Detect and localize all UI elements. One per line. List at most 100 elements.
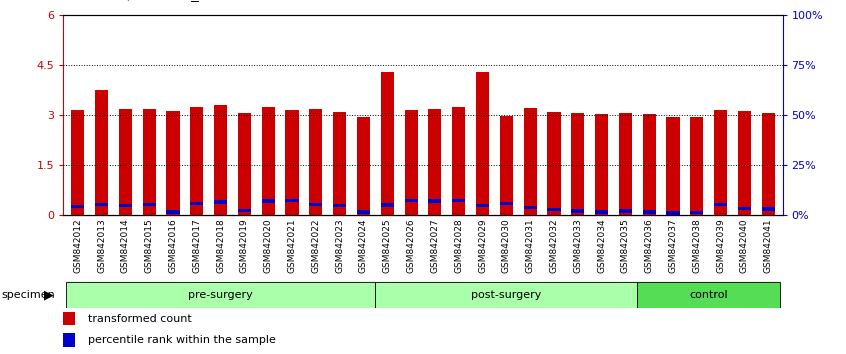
Bar [643,114,656,215]
Text: GSM842036: GSM842036 [645,218,654,273]
Bar [428,109,442,215]
Bar [285,110,299,215]
Bar [690,117,703,215]
Text: GSM842016: GSM842016 [168,218,178,273]
Bar [476,72,489,215]
Bar [404,199,418,202]
Bar [167,111,179,215]
Bar [95,90,108,215]
Bar [714,203,728,206]
Bar [452,199,465,202]
Text: GSM842017: GSM842017 [192,218,201,273]
Text: GSM842015: GSM842015 [145,218,154,273]
Bar [238,209,251,212]
Bar [690,211,703,214]
Bar [357,116,370,215]
Text: GSM842033: GSM842033 [574,218,582,273]
Text: pre-surgery: pre-surgery [188,290,253,300]
Bar [761,113,775,215]
Bar [63,333,74,347]
Bar [571,209,585,212]
Text: percentile rank within the sample: percentile rank within the sample [88,335,276,345]
Text: GSM842034: GSM842034 [597,218,606,273]
Bar [261,107,275,215]
Text: GSM842030: GSM842030 [502,218,511,273]
Text: transformed count: transformed count [88,314,191,324]
Bar [261,199,275,202]
FancyBboxPatch shape [376,282,637,308]
Bar [595,114,608,215]
FancyBboxPatch shape [637,282,780,308]
Bar [547,112,561,215]
Bar [333,112,346,215]
Text: GSM842023: GSM842023 [335,218,344,273]
Text: GSM842029: GSM842029 [478,218,487,273]
Bar [667,117,679,215]
Bar [167,210,179,213]
Bar [214,105,228,215]
Bar [310,109,322,215]
Text: GSM842018: GSM842018 [216,218,225,273]
Bar [618,113,632,215]
Bar [738,111,751,215]
Bar [71,205,85,208]
Text: GSM842022: GSM842022 [311,218,321,273]
Text: GSM842027: GSM842027 [431,218,439,273]
Text: GSM842031: GSM842031 [525,218,535,273]
Bar [71,110,85,215]
Text: GSM842024: GSM842024 [359,218,368,273]
FancyBboxPatch shape [66,282,376,308]
Bar [190,202,203,205]
Bar [714,109,728,215]
Text: specimen: specimen [2,290,56,300]
Bar [500,202,513,205]
Bar [500,116,513,215]
Text: GSM842021: GSM842021 [288,218,297,273]
Text: GSM842041: GSM842041 [764,218,772,273]
Text: GSM842038: GSM842038 [692,218,701,273]
Text: ▶: ▶ [44,289,53,302]
Text: GSM842025: GSM842025 [382,218,392,273]
Bar [381,203,394,207]
Bar [428,199,442,202]
Bar [547,207,561,211]
Bar [524,206,536,209]
Text: GSM842026: GSM842026 [407,218,415,273]
Bar [310,203,322,206]
Bar [571,113,585,215]
Bar [618,209,632,212]
Text: GSM842039: GSM842039 [717,218,725,273]
Bar [143,203,156,206]
Text: control: control [689,290,728,300]
Bar [476,204,489,207]
Text: GSM842014: GSM842014 [121,218,129,273]
Bar [118,109,132,215]
Bar [285,199,299,202]
Text: GSM842032: GSM842032 [549,218,558,273]
Bar [63,312,74,325]
Bar [214,200,228,204]
Text: GSM842028: GSM842028 [454,218,464,273]
Bar [333,204,346,207]
Text: post-surgery: post-surgery [471,290,541,300]
Bar [738,207,751,210]
Bar [95,202,108,206]
Text: GSM842013: GSM842013 [97,218,106,273]
Bar [357,210,370,213]
Bar [643,210,656,213]
Text: GSM842012: GSM842012 [74,218,82,273]
Bar [667,211,679,215]
Bar [381,72,394,215]
Text: GSM842019: GSM842019 [240,218,249,273]
Text: GSM842035: GSM842035 [621,218,630,273]
Bar [595,210,608,213]
Text: GSM842037: GSM842037 [668,218,678,273]
Text: GSM842020: GSM842020 [264,218,272,273]
Bar [238,113,251,215]
Bar [524,108,536,215]
Bar [761,207,775,211]
Bar [143,109,156,215]
Text: GDS4345 / 233639_at: GDS4345 / 233639_at [63,0,216,1]
Text: GSM842040: GSM842040 [740,218,749,273]
Bar [118,204,132,207]
